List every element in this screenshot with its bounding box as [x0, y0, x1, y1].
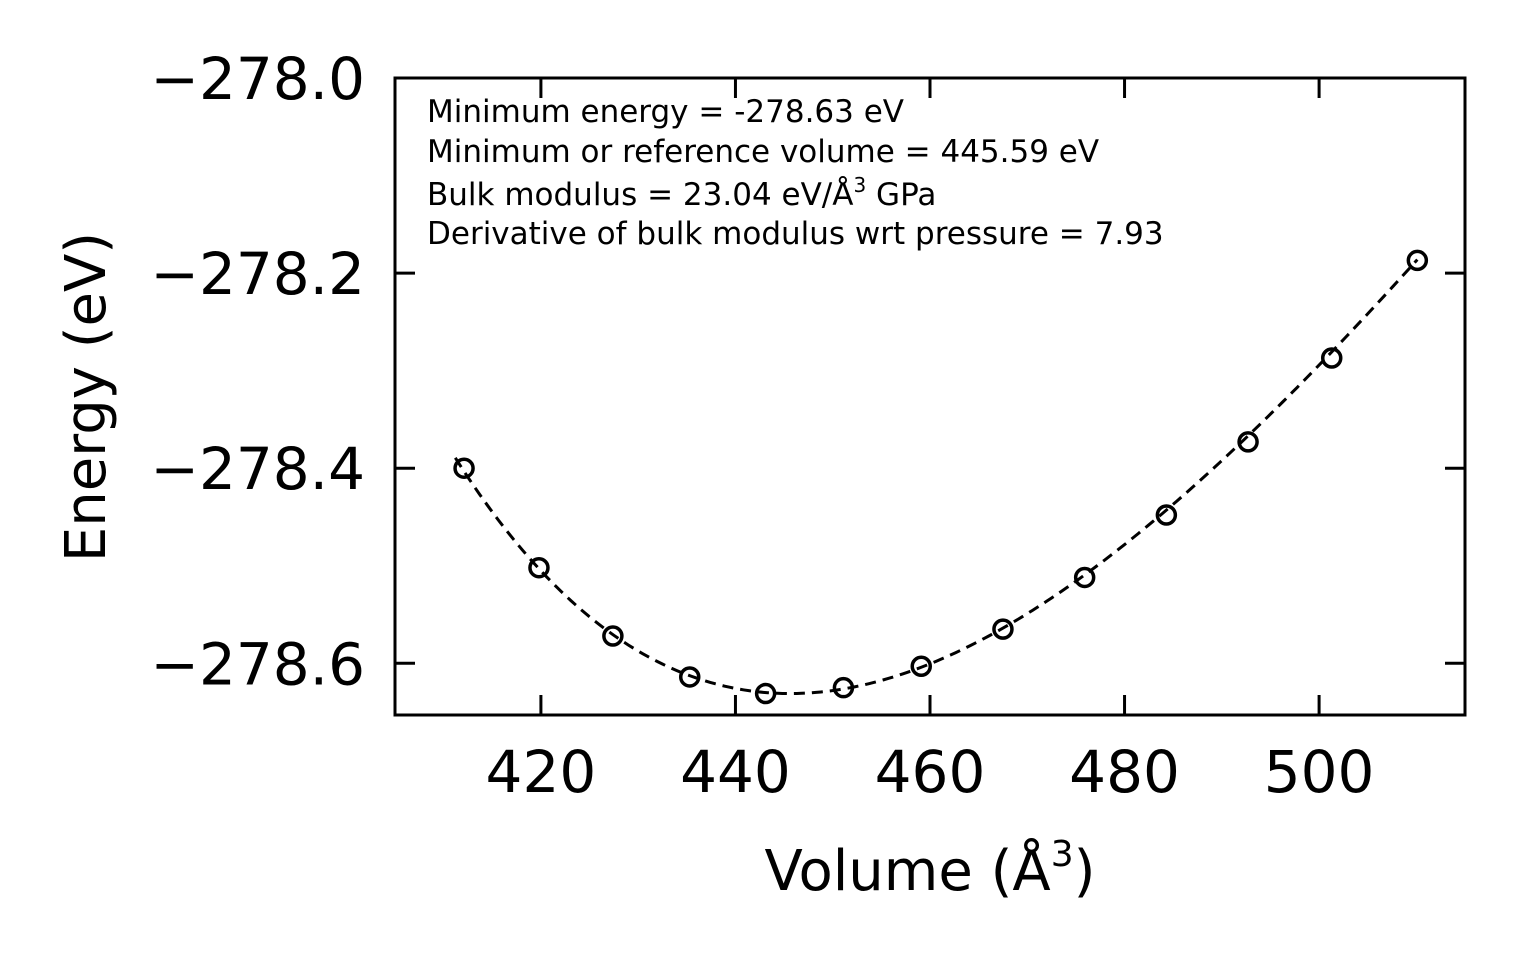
data-points [453, 249, 1429, 705]
x-tick-label: 420 [486, 738, 597, 806]
y-tick-label: −278.2 [150, 240, 365, 308]
x-axis-title-sup: 3 [1051, 834, 1074, 875]
annotation-min-volume: Minimum or reference volume = 445.59 eV [427, 134, 1099, 170]
data-point [678, 666, 701, 688]
y-tick-label: −278.4 [150, 435, 365, 503]
data-point [1155, 504, 1178, 526]
data-point [1320, 347, 1343, 369]
x-axis-title-end: ) [1074, 839, 1096, 904]
data-point [832, 676, 855, 699]
y-axis-title: Energy (eV) [54, 232, 119, 562]
y-tick-label: −278.0 [150, 45, 365, 113]
annotation-bulk-modulus-derivative: Derivative of bulk modulus wrt pressure … [427, 216, 1164, 252]
x-tick-label: 480 [1069, 738, 1180, 806]
annotation-min-energy: Minimum energy = -278.63 eV [427, 94, 904, 130]
x-axis-ticks: 420 440 460 480 500 [486, 78, 1375, 806]
data-point [992, 618, 1014, 640]
annotation-bulk-modulus-sup: 3 [853, 173, 866, 197]
y-axis-ticks: −278.0 −278.2 −278.4 −278.6 [150, 45, 1465, 698]
x-tick-label: 500 [1264, 738, 1375, 806]
data-point [602, 625, 624, 647]
data-point [754, 682, 777, 705]
fit-annotation: Minimum energy = -278.63 eV Minimum or r… [427, 94, 1164, 252]
data-point [910, 655, 932, 677]
data-point [1073, 566, 1096, 589]
x-tick-label: 460 [875, 738, 986, 806]
data-point [1406, 249, 1429, 272]
fit-curve [454, 258, 1419, 696]
y-tick-label: −278.6 [150, 630, 365, 698]
annotation-bulk-modulus-text: Bulk modulus = 23.04 eV/Å [427, 177, 853, 213]
x-tick-label: 440 [680, 738, 791, 806]
x-axis-title: Volume (Å3) [765, 834, 1096, 904]
data-point [1237, 431, 1259, 453]
plot-frame [393, 76, 1467, 717]
data-point [528, 556, 550, 579]
annotation-bulk-modulus-unit: GPa [866, 177, 936, 213]
annotation-bulk-modulus: Bulk modulus = 23.04 eV/Å3 GPa [427, 173, 936, 213]
x-axis-title-text: Volume (Å [765, 838, 1051, 904]
data-point [453, 457, 475, 479]
